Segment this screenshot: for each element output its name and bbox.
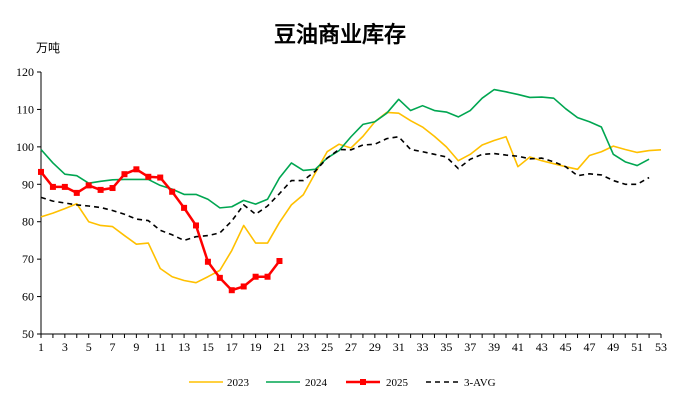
series-2025-point — [216, 274, 223, 281]
x-tick-label: 11 — [154, 340, 166, 354]
x-tick-label: 5 — [86, 340, 92, 354]
series-2025-point — [193, 222, 199, 229]
y-tick-label: 50 — [22, 327, 34, 341]
x-tick-label: 31 — [393, 340, 405, 354]
series-2025-point — [252, 273, 259, 280]
series-2025-point — [97, 186, 104, 193]
x-tick-label: 51 — [631, 340, 643, 354]
y-tick-label: 80 — [22, 215, 34, 229]
y-tick-label: 100 — [16, 140, 34, 154]
x-tick-label: 13 — [178, 340, 190, 354]
x-tick-label: 23 — [297, 340, 309, 354]
y-tick-label: 120 — [16, 65, 34, 79]
series-2025-point — [73, 189, 80, 196]
x-tick-label: 9 — [133, 340, 139, 354]
x-tick-label: 3 — [62, 340, 68, 354]
series-2025-point — [276, 258, 283, 265]
series-2025-point — [49, 183, 56, 190]
series-2025-point — [133, 166, 140, 173]
x-tick-label: 53 — [655, 340, 667, 354]
chart-title: 豆油商业库存 — [274, 22, 406, 48]
series-2025-point — [204, 258, 211, 265]
legend-3-avg-label: 3-AVG — [464, 377, 496, 389]
series-2025-point — [228, 287, 235, 294]
x-tick-label: 15 — [202, 340, 214, 354]
series-2025-point — [85, 182, 92, 189]
y-axis-unit-label: 万吨 — [36, 41, 60, 55]
legend: 2023 2024 2025 3-AVG — [189, 377, 496, 389]
x-tick-label: 21 — [273, 340, 285, 354]
y-tick-label: 70 — [22, 252, 34, 266]
y-tick-label: 60 — [22, 290, 34, 304]
x-tick-label: 27 — [345, 340, 357, 354]
x-tick-label: 35 — [440, 340, 452, 354]
series-2025-point — [181, 204, 188, 211]
x-tick-label: 37 — [464, 340, 476, 354]
series-2025-line — [40, 168, 281, 292]
x-tick-label: 49 — [607, 340, 619, 354]
series-2025-point — [240, 283, 247, 290]
x-tick-label: 39 — [488, 340, 500, 354]
series-3-avg-line — [40, 135, 650, 242]
series-layer — [38, 88, 662, 294]
series-2024-line — [40, 88, 650, 209]
legend-2023-label: 2023 — [227, 377, 250, 389]
legend-2025-marker — [360, 379, 366, 385]
legend-2024-label: 2024 — [305, 377, 328, 389]
x-tick-label: 19 — [250, 340, 262, 354]
x-tick-label: 29 — [369, 340, 381, 354]
series-2023-line — [40, 111, 662, 284]
series-2025-point — [121, 171, 128, 178]
series-2025-point — [109, 185, 116, 192]
series-2025-point — [145, 173, 152, 180]
series-2025-point — [169, 188, 176, 195]
y-tick-label: 110 — [16, 102, 34, 116]
series-2025-point — [38, 168, 44, 175]
x-tick-label: 43 — [536, 340, 548, 354]
x-tick-label: 45 — [560, 340, 572, 354]
x-tick-label: 7 — [110, 340, 116, 354]
x-tick-label: 47 — [583, 340, 595, 354]
x-tick-label: 17 — [226, 340, 238, 354]
x-tick-label: 1 — [38, 340, 44, 354]
series-2025-point — [264, 273, 271, 280]
y-tick-label: 90 — [22, 177, 34, 191]
series-2025-point — [157, 174, 164, 181]
legend-2025-label: 2025 — [386, 377, 409, 389]
x-tick-label: 25 — [321, 340, 333, 354]
x-tick-label: 41 — [512, 340, 524, 354]
series-2025-point — [61, 183, 68, 190]
x-tick-label: 33 — [417, 340, 429, 354]
